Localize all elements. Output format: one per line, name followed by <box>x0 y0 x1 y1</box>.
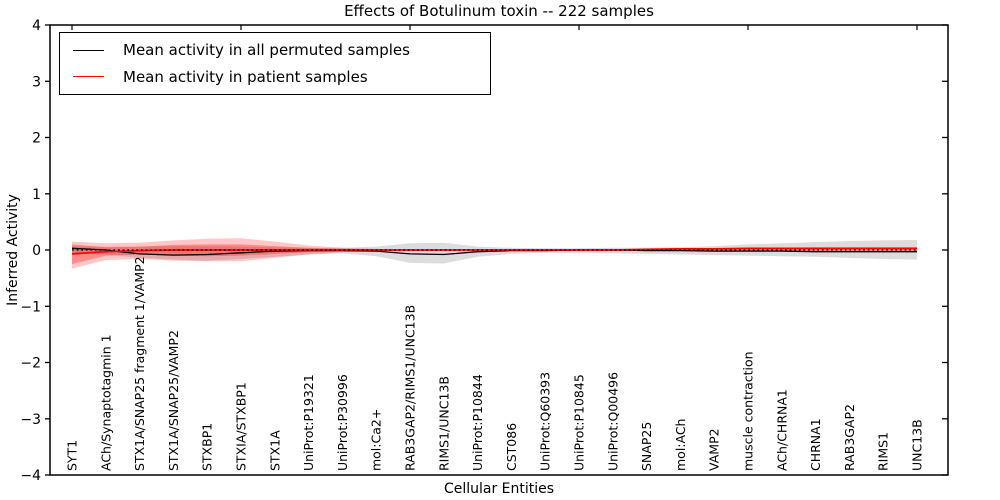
x-category-label: mol:Ca2+ <box>369 409 384 471</box>
x-category-label: STX1A/SNAP25/VAMP2 <box>166 330 181 471</box>
x-category-label: UniProt:P10845 <box>572 374 587 471</box>
y-tick-label: 4 <box>32 18 41 34</box>
x-category-label: UniProt:Q00496 <box>605 372 620 471</box>
legend-label-permuted: Mean activity in all permuted samples <box>123 41 410 60</box>
x-category-label: ACh/CHRNA1 <box>774 389 789 471</box>
x-category-label: UNC13B <box>910 419 925 471</box>
x-category-label: CST086 <box>504 423 519 471</box>
legend-row-patient: Mean activity in patient samples <box>60 68 490 86</box>
chart-title: Effects of Botulinum toxin -- 222 sample… <box>344 2 654 20</box>
y-tick-label: 2 <box>32 131 41 147</box>
x-category-label: RIMS1/UNC13B <box>436 376 451 471</box>
x-category-label: STX1A/SNAP25 fragment 1/VAMP2 <box>132 256 147 471</box>
x-category-label: UniProt:P19321 <box>301 374 316 471</box>
x-category-label: SYT1 <box>65 440 80 471</box>
y-tick-label: 0 <box>32 243 41 259</box>
x-category-label: VAMP2 <box>707 428 722 471</box>
band-1 <box>72 238 917 269</box>
x-category-label: STXIA/STXBP1 <box>234 382 249 471</box>
patient-line-swatch <box>73 76 104 78</box>
x-category-label: STX1A <box>267 430 282 471</box>
x-category-label: UniProt:Q60393 <box>538 372 553 471</box>
x-category-label: CHRNA1 <box>808 418 823 471</box>
y-tick-label: −1 <box>20 299 41 315</box>
x-category-label: UniProt:P10844 <box>470 374 485 471</box>
y-tick-label: −2 <box>20 356 41 372</box>
x-category-label: mol:ACh <box>673 419 688 472</box>
series-line-0 <box>71 247 917 256</box>
x-category-label: RIMS1 <box>876 432 891 471</box>
x-category-label: STXBP1 <box>200 423 215 471</box>
x-category-label: RAB3GAP2 <box>842 404 857 471</box>
legend-label-patient: Mean activity in patient samples <box>123 67 368 86</box>
y-tick-label: 1 <box>32 187 41 203</box>
y-tick-label: 3 <box>32 74 41 90</box>
x-axis-label: Cellular Entities <box>443 481 555 497</box>
y-tick-label: −4 <box>20 468 41 484</box>
series-line-1 <box>71 247 917 255</box>
x-category-label: RAB3GAP2/RIMS1/UNC13B <box>403 305 418 471</box>
legend-row-permuted: Mean activity in all permuted samples <box>60 41 490 59</box>
x-category-label: muscle contraction <box>741 351 756 471</box>
x-category-label: ACh/Synaptotagmin 1 <box>98 334 113 471</box>
x-category-label: SNAP25 <box>639 422 654 471</box>
permuted-line-swatch <box>73 49 104 51</box>
y-tick-label: −3 <box>20 412 41 428</box>
chart-legend: Mean activity in all permuted samples Me… <box>59 32 491 95</box>
y-axis-label: Inferred Activity <box>5 194 21 306</box>
x-category-label: UniProt:P30996 <box>335 374 350 471</box>
